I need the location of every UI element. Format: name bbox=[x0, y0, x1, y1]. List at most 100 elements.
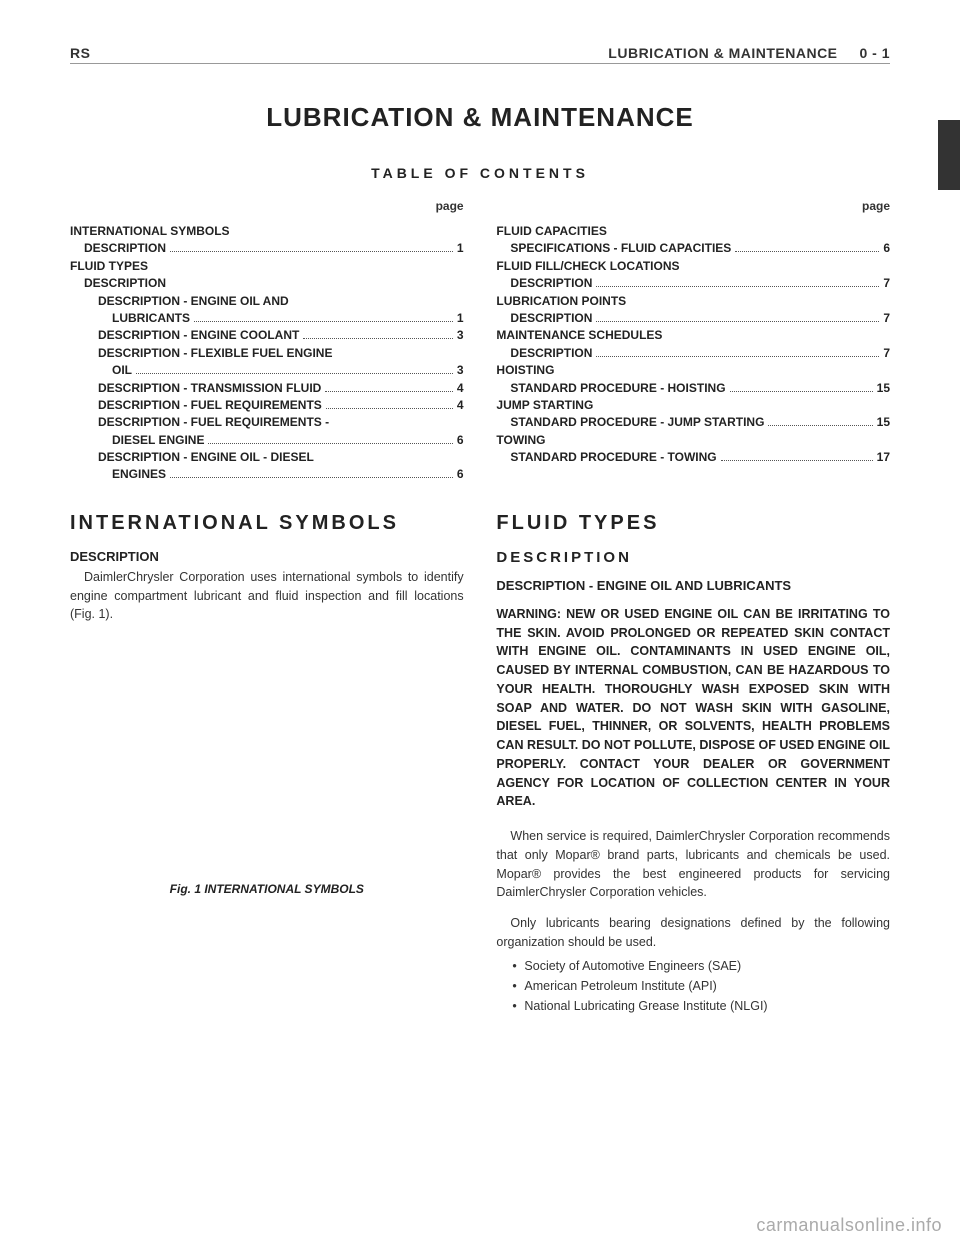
service-paragraph-1: When service is required, DaimlerChrysle… bbox=[496, 827, 890, 902]
page-container: RS LUBRICATION & MAINTENANCE 0 - 1 LUBRI… bbox=[0, 0, 960, 1242]
section-title-intl-symbols: INTERNATIONAL SYMBOLS bbox=[70, 512, 464, 535]
main-title: LUBRICATION & MAINTENANCE bbox=[70, 102, 890, 133]
toc-entry-label: STANDARD PROCEDURE - JUMP STARTING bbox=[510, 414, 764, 431]
toc-entry: OIL 3 bbox=[70, 362, 464, 379]
toc-section: TOWING bbox=[496, 432, 890, 449]
toc-leaders bbox=[325, 391, 453, 392]
toc-entry: DIESEL ENGINE 6 bbox=[70, 432, 464, 449]
toc-entry-label: STANDARD PROCEDURE - TOWING bbox=[510, 449, 716, 466]
toc-entry-page: 15 bbox=[877, 380, 890, 397]
toc-columns: INTERNATIONAL SYMBOLSDESCRIPTION1FLUID T… bbox=[70, 223, 890, 484]
header-left: RS bbox=[70, 45, 90, 61]
toc-entry-label: ENGINES bbox=[112, 466, 166, 483]
toc-page-labels: page page bbox=[70, 199, 890, 213]
toc-leaders bbox=[303, 338, 453, 339]
toc-section: FLUID FILL/CHECK LOCATIONS bbox=[496, 258, 890, 275]
toc-entry-label: DESCRIPTION - TRANSMISSION FLUID bbox=[98, 380, 321, 397]
toc-leaders bbox=[326, 408, 453, 409]
toc-subsection: DESCRIPTION - ENGINE OIL - DIESEL bbox=[70, 449, 464, 466]
body-columns: INTERNATIONAL SYMBOLS DESCRIPTION Daimle… bbox=[70, 512, 890, 1016]
toc-leaders bbox=[596, 356, 879, 357]
toc-entry-page: 1 bbox=[457, 310, 464, 327]
toc-leaders bbox=[194, 321, 453, 322]
toc-section: FLUID TYPES bbox=[70, 258, 464, 275]
toc-entry-page: 7 bbox=[883, 345, 890, 362]
page-label-right: page bbox=[496, 199, 890, 213]
toc-entry: SPECIFICATIONS - FLUID CAPACITIES 6 bbox=[496, 240, 890, 257]
toc-entry-label: DESCRIPTION bbox=[510, 345, 592, 362]
section-tab bbox=[938, 120, 960, 190]
subsection-title-description-r: DESCRIPTION bbox=[496, 549, 890, 566]
toc-leaders bbox=[596, 286, 879, 287]
toc-entry-page: 7 bbox=[883, 275, 890, 292]
org-bullet-item: Society of Automotive Engineers (SAE) bbox=[512, 956, 890, 976]
service-paragraph-2: Only lubricants bearing designations def… bbox=[496, 914, 890, 952]
header-right: LUBRICATION & MAINTENANCE 0 - 1 bbox=[608, 45, 890, 61]
toc-subsection: DESCRIPTION bbox=[70, 275, 464, 292]
org-bullet-item: National Lubricating Grease Institute (N… bbox=[512, 996, 890, 1016]
watermark: carmanualsonline.info bbox=[756, 1215, 942, 1236]
toc-leaders bbox=[170, 477, 453, 478]
toc-entry: STANDARD PROCEDURE - JUMP STARTING 15 bbox=[496, 414, 890, 431]
toc-entry: STANDARD PROCEDURE - TOWING 17 bbox=[496, 449, 890, 466]
toc-entry: DESCRIPTION 1 bbox=[70, 240, 464, 257]
toc-leaders bbox=[735, 251, 879, 252]
subsection-title-description: DESCRIPTION bbox=[70, 549, 464, 564]
figure-1-placeholder bbox=[70, 636, 464, 876]
toc-entry-page: 1 bbox=[457, 240, 464, 257]
toc-section: JUMP STARTING bbox=[496, 397, 890, 414]
toc-entry-label: LUBRICANTS bbox=[112, 310, 190, 327]
org-bullet-item: American Petroleum Institute (API) bbox=[512, 976, 890, 996]
toc-entry: LUBRICANTS 1 bbox=[70, 310, 464, 327]
toc-subsection: DESCRIPTION - FLEXIBLE FUEL ENGINE bbox=[70, 345, 464, 362]
toc-entry: DESCRIPTION - ENGINE COOLANT 3 bbox=[70, 327, 464, 344]
toc-entry-label: DESCRIPTION - ENGINE COOLANT bbox=[98, 327, 299, 344]
figure-1-caption: Fig. 1 INTERNATIONAL SYMBOLS bbox=[70, 882, 464, 896]
toc-section: FLUID CAPACITIES bbox=[496, 223, 890, 240]
toc-entry-label: OIL bbox=[112, 362, 132, 379]
toc-entry-label: DESCRIPTION bbox=[510, 310, 592, 327]
toc-entry-page: 6 bbox=[457, 466, 464, 483]
toc-entry-page: 3 bbox=[457, 362, 464, 379]
toc-section: INTERNATIONAL SYMBOLS bbox=[70, 223, 464, 240]
toc-leaders bbox=[730, 391, 873, 392]
toc-subsection: DESCRIPTION - FUEL REQUIREMENTS - bbox=[70, 414, 464, 431]
warning-paragraph: WARNING: NEW OR USED ENGINE OIL CAN BE I… bbox=[496, 605, 890, 811]
toc-entry-page: 3 bbox=[457, 327, 464, 344]
page-header: RS LUBRICATION & MAINTENANCE 0 - 1 bbox=[70, 45, 890, 64]
toc-entry-page: 4 bbox=[457, 397, 464, 414]
toc-entry: STANDARD PROCEDURE - HOISTING15 bbox=[496, 380, 890, 397]
toc-column-right: FLUID CAPACITIESSPECIFICATIONS - FLUID C… bbox=[496, 223, 890, 484]
toc-entry-page: 7 bbox=[883, 310, 890, 327]
toc-leaders bbox=[596, 321, 879, 322]
toc-entry-label: DESCRIPTION bbox=[84, 240, 166, 257]
toc-entry-label: SPECIFICATIONS - FLUID CAPACITIES bbox=[510, 240, 731, 257]
toc-entry: DESCRIPTION - FUEL REQUIREMENTS 4 bbox=[70, 397, 464, 414]
toc-section: LUBRICATION POINTS bbox=[496, 293, 890, 310]
page-label-left: page bbox=[70, 199, 464, 213]
toc-entry-label: DESCRIPTION bbox=[510, 275, 592, 292]
toc-column-left: INTERNATIONAL SYMBOLSDESCRIPTION1FLUID T… bbox=[70, 223, 464, 484]
toc-entry-page: 17 bbox=[877, 449, 890, 466]
toc-section: HOISTING bbox=[496, 362, 890, 379]
toc-entry-label: DESCRIPTION - FUEL REQUIREMENTS bbox=[98, 397, 322, 414]
header-section: LUBRICATION & MAINTENANCE bbox=[608, 45, 837, 61]
toc-section: MAINTENANCE SCHEDULES bbox=[496, 327, 890, 344]
toc-entry-page: 6 bbox=[883, 240, 890, 257]
org-bullet-list: Society of Automotive Engineers (SAE)Ame… bbox=[496, 956, 890, 1016]
body-column-right: FLUID TYPES DESCRIPTION DESCRIPTION - EN… bbox=[496, 512, 890, 1016]
body-column-left: INTERNATIONAL SYMBOLS DESCRIPTION Daimle… bbox=[70, 512, 464, 1016]
header-page: 0 - 1 bbox=[859, 45, 890, 61]
toc-leaders bbox=[170, 251, 453, 252]
toc-entry-page: 6 bbox=[457, 432, 464, 449]
toc-entry-page: 15 bbox=[877, 414, 890, 431]
toc-leaders bbox=[768, 425, 872, 426]
sub3-title-engine-oil: DESCRIPTION - ENGINE OIL AND LUBRICANTS bbox=[496, 578, 890, 593]
toc-leaders bbox=[208, 443, 452, 444]
section-title-fluid-types: FLUID TYPES bbox=[496, 512, 890, 535]
toc-entry: DESCRIPTION 7 bbox=[496, 275, 890, 292]
toc-entry-label: DIESEL ENGINE bbox=[112, 432, 204, 449]
toc-subsection: DESCRIPTION - ENGINE OIL AND bbox=[70, 293, 464, 310]
toc-entry-page: 4 bbox=[457, 380, 464, 397]
toc-entry: ENGINES 6 bbox=[70, 466, 464, 483]
